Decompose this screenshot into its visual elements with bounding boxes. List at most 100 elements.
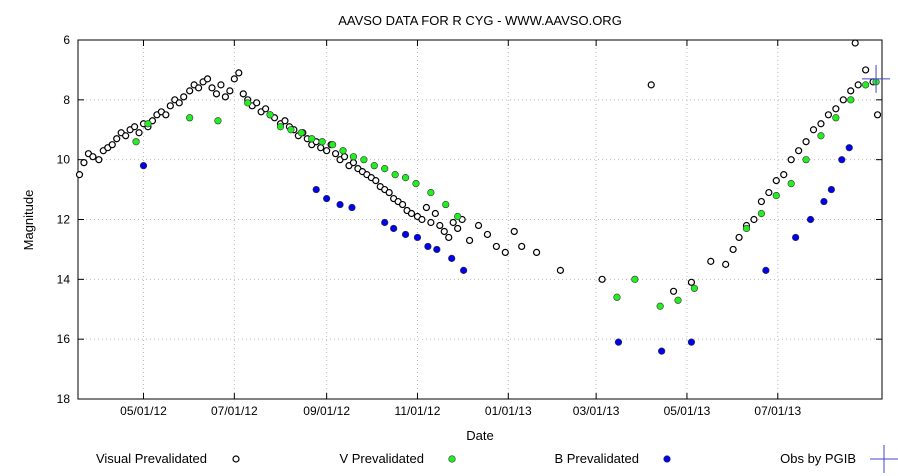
data-point <box>772 177 780 185</box>
data-point <box>445 233 453 242</box>
data-point <box>845 144 853 152</box>
data-point <box>166 102 174 110</box>
data-point <box>427 218 435 227</box>
data-point <box>390 224 398 233</box>
legend-label: Visual Prevalidated <box>96 451 207 466</box>
data-point <box>442 200 450 209</box>
y-ticks: 6 8 10 12 14 16 18 <box>57 33 882 406</box>
data-point <box>412 180 420 188</box>
data-point <box>465 236 474 245</box>
data-point <box>862 64 891 93</box>
data-point <box>372 177 380 185</box>
data-point <box>802 156 810 164</box>
data-point <box>212 90 221 98</box>
data-point <box>340 153 349 161</box>
data-point <box>139 162 148 170</box>
data-point <box>647 81 655 89</box>
x-tick-label: 09/01/12 <box>303 404 350 418</box>
legend: Visual Prevalidated V Prevalidated B Preva… <box>96 445 898 473</box>
legend-marker <box>232 455 240 463</box>
data-point <box>851 39 859 47</box>
data-point <box>348 203 356 212</box>
data-point <box>501 248 509 257</box>
data-point <box>208 84 216 92</box>
data-point <box>331 150 340 158</box>
data-point <box>221 93 229 101</box>
data-point <box>817 120 825 128</box>
x-tick-label: 05/01/12 <box>120 404 167 418</box>
data-point <box>757 209 766 218</box>
data-point <box>422 203 430 212</box>
data-point <box>276 123 285 131</box>
data-point <box>235 69 243 77</box>
data-point <box>806 215 815 224</box>
data-point <box>838 156 846 164</box>
data-point <box>448 254 456 262</box>
data-point <box>329 141 337 149</box>
data-point <box>839 96 847 104</box>
data-point <box>175 99 183 107</box>
data-point <box>132 138 140 146</box>
data-point <box>398 200 407 209</box>
data-point <box>707 257 715 265</box>
data-point <box>230 75 238 83</box>
data-point <box>765 188 773 197</box>
data-point <box>203 75 212 83</box>
data-point <box>75 171 84 179</box>
data-point <box>787 180 795 188</box>
data-point <box>130 123 139 131</box>
data-point <box>832 114 840 122</box>
data-point <box>862 66 870 74</box>
data-point <box>360 156 368 164</box>
data-point <box>431 209 439 218</box>
data-point <box>454 212 462 221</box>
legend-marker <box>448 455 456 463</box>
data-point <box>510 227 518 236</box>
data-point <box>669 287 678 295</box>
data-point <box>413 233 422 242</box>
legend-label: B Prevalidated <box>554 451 639 466</box>
x-tick-label: 11/01/12 <box>395 404 441 418</box>
data-points <box>75 39 891 355</box>
data-point <box>281 117 289 125</box>
data-point <box>122 132 130 140</box>
data-point <box>873 111 882 119</box>
data-point <box>80 159 88 167</box>
data-point <box>253 99 261 107</box>
y-tick-label: 8 <box>63 93 70 107</box>
data-point <box>266 111 274 119</box>
data-point <box>385 188 393 197</box>
data-point <box>180 93 188 101</box>
data-point <box>427 188 435 197</box>
data-point <box>262 105 270 113</box>
x-tick-label: 05/01/13 <box>664 404 711 418</box>
data-point <box>762 266 770 274</box>
data-point <box>195 84 203 92</box>
y-tick-label: 12 <box>57 213 71 227</box>
data-point <box>742 224 751 233</box>
data-point <box>287 126 295 134</box>
data-point <box>217 81 225 89</box>
y-tick-label: 14 <box>57 272 71 286</box>
x-tick-label: 07/01/12 <box>211 404 258 418</box>
data-point <box>827 185 835 194</box>
data-point <box>656 302 664 310</box>
data-point <box>483 230 492 239</box>
data-point <box>214 117 222 125</box>
data-point <box>401 174 410 182</box>
data-point <box>792 233 800 242</box>
data-point <box>440 227 448 236</box>
data-point <box>809 126 818 134</box>
data-point <box>89 153 97 161</box>
legend-label: Obs by PGIB <box>780 451 856 466</box>
data-point <box>757 197 766 206</box>
data-point <box>323 147 331 155</box>
y-tick-label: 6 <box>63 33 70 47</box>
y-axis-label: Magnitude <box>21 190 36 251</box>
x-tick-label: 03/01/13 <box>573 404 620 418</box>
data-point <box>297 129 305 137</box>
data-point <box>144 120 152 128</box>
data-point <box>244 99 252 107</box>
y-tick-label: 18 <box>57 392 71 406</box>
